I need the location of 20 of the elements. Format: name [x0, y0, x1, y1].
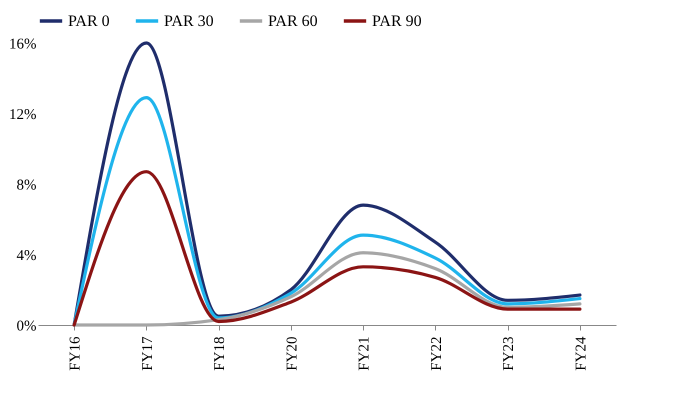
- y-tick-label: 8%: [16, 178, 36, 194]
- x-tick-label: FY22: [428, 336, 445, 371]
- y-tick-label: 0%: [16, 318, 36, 334]
- legend-label: PAR 0: [68, 13, 110, 30]
- x-tick-label: FY21: [356, 336, 373, 371]
- legend-label: PAR 30: [164, 13, 214, 30]
- x-tick-label: FY17: [140, 336, 156, 371]
- y-tick-label: 4%: [16, 248, 36, 264]
- x-tick-label: FY16: [68, 336, 84, 371]
- line-series: [72, 96, 582, 327]
- x-tick-label: FY18: [212, 336, 228, 371]
- x-tick-label: FY24: [573, 336, 590, 371]
- line-series: [72, 251, 582, 327]
- y-tick-label: 12%: [9, 107, 36, 123]
- y-tick-label: 16%: [9, 36, 36, 52]
- line-series: [72, 170, 582, 327]
- x-tick-label: FY23: [501, 336, 518, 371]
- legend-label: PAR 90: [372, 13, 422, 30]
- x-tick-label: FY20: [284, 336, 300, 371]
- legend-label: PAR 60: [268, 13, 318, 30]
